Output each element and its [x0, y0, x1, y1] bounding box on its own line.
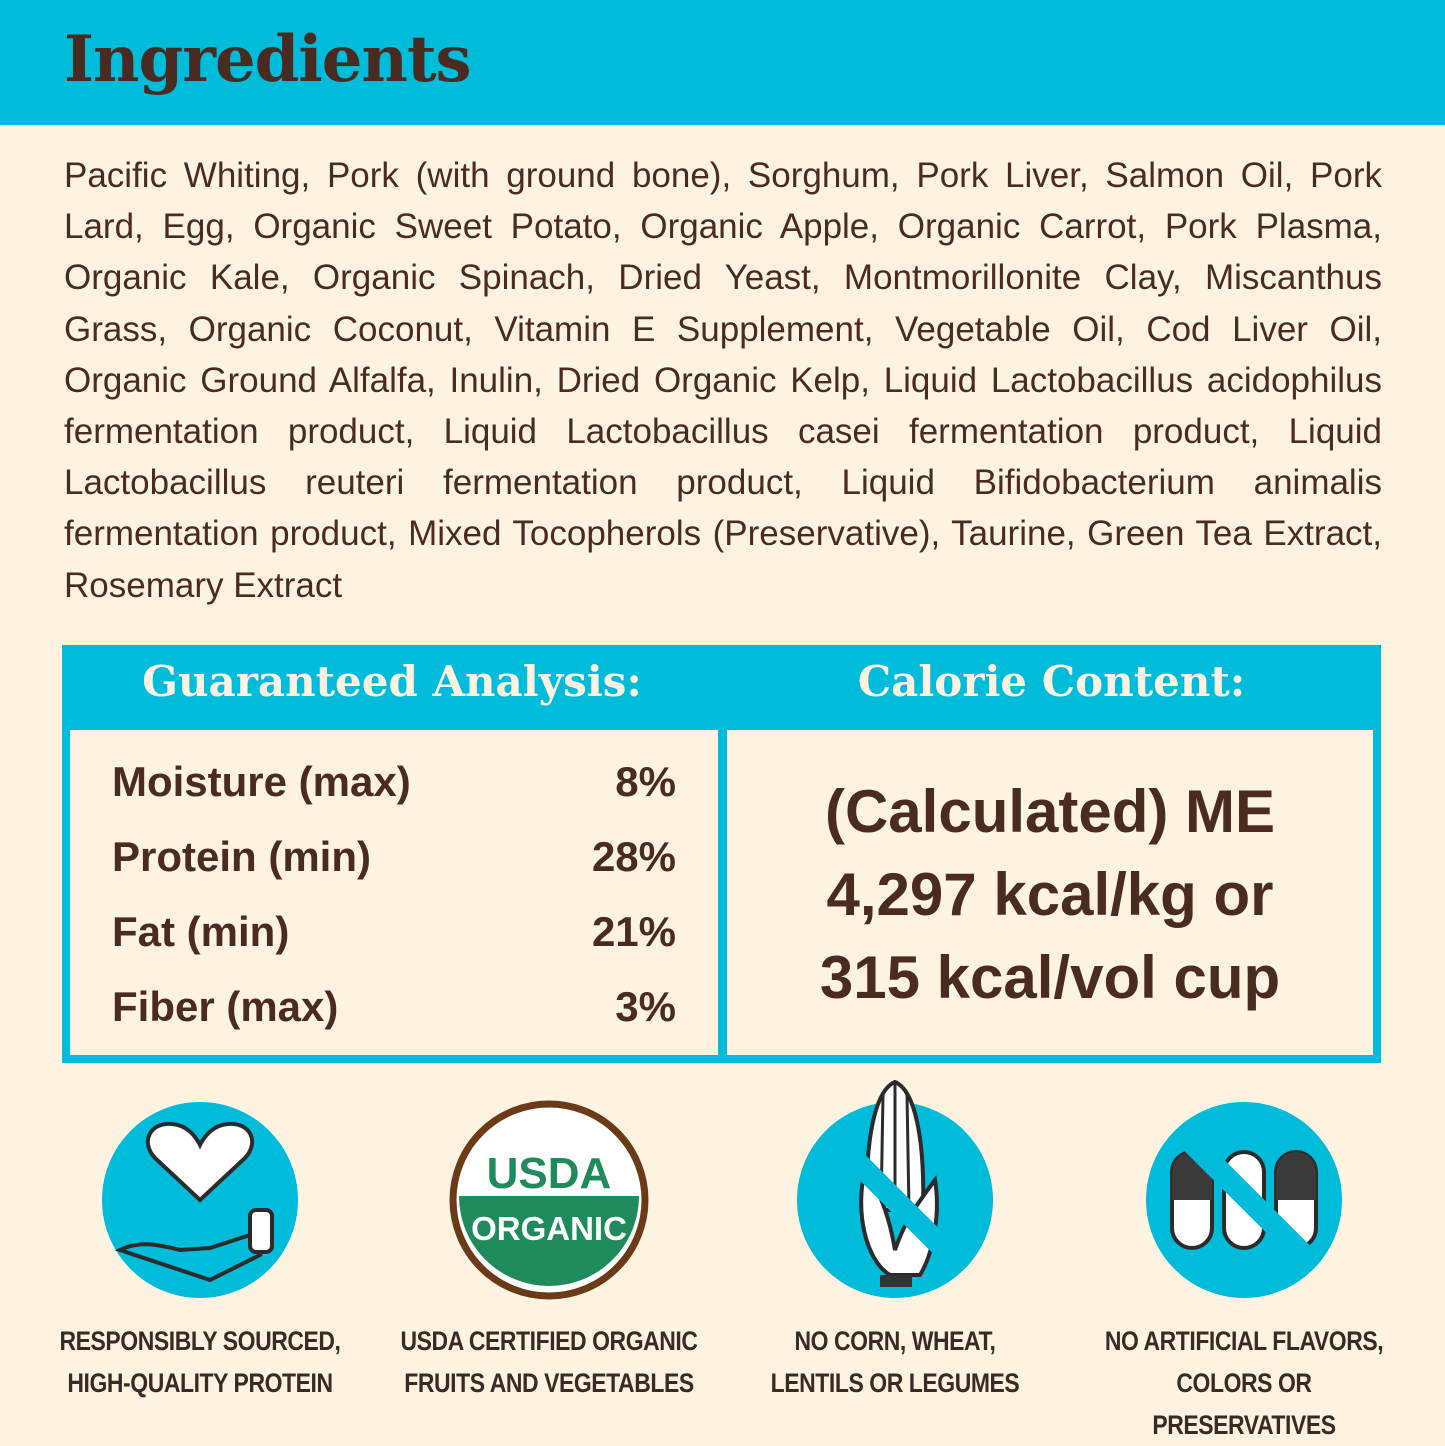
- analysis-value: 28%: [591, 833, 676, 880]
- analysis-row: Fiber (max) 3%: [112, 983, 676, 1031]
- badge-label: NO CORN, WHEAT, LENTILS OR LEGUMES: [742, 1320, 1048, 1404]
- badge-label-line: HIGH-QUALITY PROTEIN: [67, 1368, 333, 1398]
- analysis-value: 3%: [615, 983, 676, 1030]
- no-capsules-icon: [1146, 1102, 1342, 1298]
- badge-label: NO ARTIFICIAL FLAVORS, COLORS OR PRESERVA…: [1091, 1320, 1397, 1446]
- analysis-panel: Moisture (max) 8% Protein (min) 28% Fat (m…: [70, 730, 718, 1055]
- calorie-title: Calorie Content:: [857, 657, 1246, 706]
- badge-label-line: LENTILS OR LEGUMES: [770, 1368, 1020, 1398]
- badge-label-line: USDA CERTIFIED ORGANIC: [400, 1326, 698, 1356]
- analysis-value: 21%: [591, 908, 676, 955]
- analysis-row: Fat (min) 21%: [112, 908, 676, 956]
- badge-label: USDA CERTIFIED ORGANIC FRUITS AND VEGETAB…: [396, 1320, 702, 1404]
- calorie-line: 4,297 kcal/kg or: [826, 861, 1274, 928]
- header-bar: Ingredients: [0, 0, 1445, 125]
- analysis-label: Fat (min): [112, 908, 290, 955]
- ingredients-list: Pacific Whiting, Pork (with ground bone)…: [64, 156, 1382, 605]
- analysis-label: Moisture (max): [112, 758, 411, 805]
- svg-text:USDA: USDA: [487, 1149, 612, 1198]
- badge-label-line: FRUITS AND VEGETABLES: [404, 1368, 694, 1398]
- badge-label-line: NO CORN, WHEAT,: [794, 1326, 996, 1356]
- page-title: Ingredients: [64, 22, 472, 97]
- calorie-panel: (Calculated) ME 4,297 kcal/kg or 315 kca…: [727, 730, 1373, 1055]
- calorie-line: (Calculated) ME: [824, 778, 1276, 845]
- badge-label-line: COLORS OR PRESERVATIVES: [1152, 1368, 1336, 1440]
- badge-label: RESPONSIBLY SOURCED, HIGH-QUALITY PROTEIN: [47, 1320, 353, 1404]
- badge-label-line: NO ARTIFICIAL FLAVORS,: [1104, 1326, 1384, 1356]
- calorie-line: 315 kcal/vol cup: [819, 944, 1281, 1011]
- heart-hand-icon: [102, 1102, 298, 1298]
- no-corn-icon: [797, 1080, 993, 1298]
- svg-text:ORGANIC: ORGANIC: [471, 1210, 627, 1247]
- calorie-text: (Calculated) ME 4,297 kcal/kg or 315 kca…: [727, 770, 1373, 1019]
- analysis-label: Protein (min): [112, 833, 371, 880]
- usda-organic-seal: USDA ORGANIC: [449, 1100, 649, 1300]
- analysis-row: Protein (min) 28%: [112, 833, 676, 881]
- badge-label-line: RESPONSIBLY SOURCED,: [59, 1326, 341, 1356]
- nutrition-box: Guaranteed Analysis: Calorie Content: Mo…: [62, 645, 1381, 1063]
- analysis-label: Fiber (max): [112, 983, 339, 1030]
- analysis-row: Moisture (max) 8%: [112, 758, 676, 806]
- analysis-title: Guaranteed Analysis:: [142, 657, 642, 706]
- analysis-value: 8%: [615, 758, 676, 805]
